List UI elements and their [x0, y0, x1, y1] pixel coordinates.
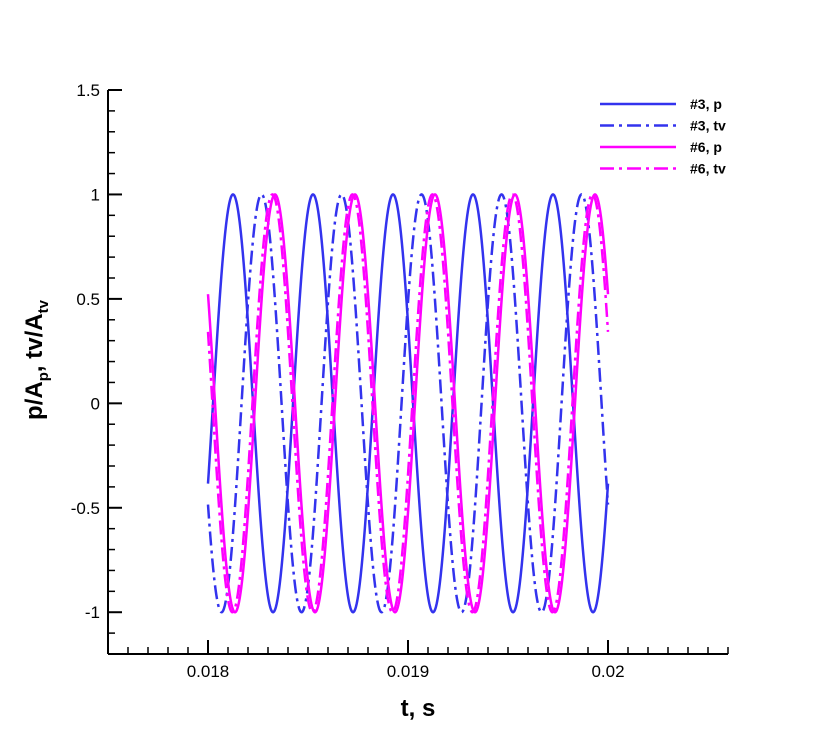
series-group [206, 193, 610, 614]
y-axis-title-sub2: tv [35, 299, 52, 313]
legend-label-4: #6, tv [690, 161, 726, 177]
legend-label-1: #3, p [690, 96, 722, 112]
y-tick-label: -0.5 [71, 499, 100, 518]
x-ticks: 0.018 0.019 0.02 [107, 640, 729, 681]
legend: #3, p #3, tv #6, p #6, tv [600, 96, 726, 177]
y-ticks: -1 -0.5 0 0.5 1 1.5 [71, 81, 122, 655]
y-tick-label: 0 [91, 394, 100, 413]
axes [107, 90, 728, 655]
x-tick-label: 0.018 [187, 662, 230, 681]
x-axis-title: t, s [401, 695, 436, 722]
series-line-3 [206, 193, 610, 614]
legend-label-3: #6, p [690, 139, 722, 155]
y-axis-title-part2: , tv/A [21, 313, 48, 372]
y-tick-label: 1 [91, 185, 100, 204]
y-axis-title-part1: p/A [21, 381, 48, 420]
x-tick-label: 0.02 [591, 662, 624, 681]
y-axis-title: p/Ap, tv/Atv [21, 299, 52, 420]
series-line-4 [206, 193, 610, 614]
series-line-2 [206, 193, 610, 614]
y-tick-label: 1.5 [76, 81, 100, 100]
y-tick-label: -1 [85, 603, 100, 622]
x-tick-label: 0.019 [387, 662, 430, 681]
y-tick-label: 0.5 [76, 290, 100, 309]
series-line-1 [206, 193, 610, 614]
y-axis-title-sub1: p [35, 372, 52, 381]
legend-label-2: #3, tv [690, 118, 726, 134]
